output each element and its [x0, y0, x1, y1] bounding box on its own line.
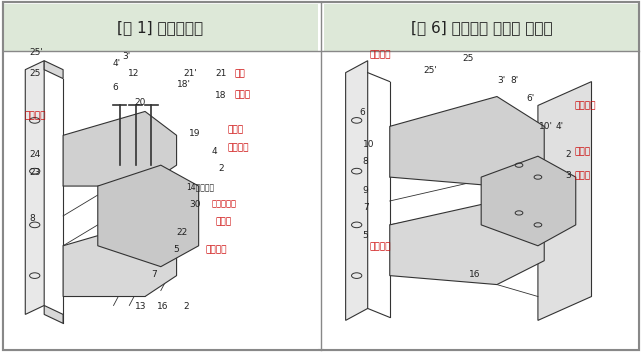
Text: 2: 2 — [565, 150, 571, 159]
Text: 지지봉: 지지봉 — [234, 90, 250, 100]
Text: 6: 6 — [360, 108, 365, 117]
Text: 18: 18 — [215, 90, 227, 100]
Polygon shape — [98, 165, 198, 267]
Text: 20: 20 — [135, 98, 146, 107]
Text: [도 1] 전면사시도: [도 1] 전면사시도 — [117, 20, 204, 35]
Text: 접속판: 접속판 — [575, 147, 591, 156]
Text: 3: 3 — [565, 171, 571, 181]
Text: 8: 8 — [363, 157, 369, 166]
Polygon shape — [44, 61, 63, 78]
Text: 7: 7 — [151, 270, 157, 279]
Polygon shape — [390, 96, 544, 186]
Text: 6: 6 — [112, 83, 118, 93]
Text: 16: 16 — [469, 270, 480, 279]
Text: 21: 21 — [215, 69, 227, 78]
Text: 지지대: 지지대 — [575, 171, 591, 181]
Text: 7: 7 — [363, 203, 369, 212]
Text: 13: 13 — [135, 302, 146, 311]
Text: 볼트: 볼트 — [234, 69, 245, 78]
Polygon shape — [25, 61, 44, 314]
Text: 10: 10 — [363, 140, 374, 149]
Text: 지지대: 지지대 — [215, 217, 231, 226]
Text: 3': 3' — [122, 52, 130, 61]
Text: [도 6] 개폐판이 설치된 사시도: [도 6] 개폐판이 설치된 사시도 — [411, 20, 552, 35]
Text: 4: 4 — [212, 147, 218, 156]
Text: 8: 8 — [29, 214, 35, 223]
Text: 4': 4' — [555, 122, 564, 131]
Text: 5: 5 — [363, 231, 369, 240]
Text: 25: 25 — [462, 54, 474, 63]
Text: 콘크리트층: 콘크리트층 — [212, 200, 237, 209]
Text: 접속판: 접속판 — [228, 126, 244, 135]
Text: 19: 19 — [189, 129, 201, 138]
Text: 2: 2 — [218, 164, 224, 174]
Text: 14형직볼트: 14형직볼트 — [186, 182, 214, 191]
FancyBboxPatch shape — [3, 4, 318, 51]
Text: 18': 18' — [177, 80, 191, 89]
Text: 25': 25' — [424, 66, 438, 75]
FancyBboxPatch shape — [324, 4, 639, 51]
Text: 8': 8' — [510, 76, 519, 86]
Text: 22: 22 — [177, 228, 188, 237]
Text: 12: 12 — [128, 69, 140, 78]
Polygon shape — [390, 201, 544, 284]
Text: 30: 30 — [189, 200, 201, 209]
Polygon shape — [63, 112, 177, 186]
FancyBboxPatch shape — [3, 52, 318, 350]
Text: 25': 25' — [29, 48, 43, 57]
Text: 6': 6' — [526, 94, 535, 103]
FancyBboxPatch shape — [324, 52, 639, 350]
FancyBboxPatch shape — [3, 2, 639, 350]
Text: 전면지주: 전면지주 — [369, 50, 390, 59]
Text: 4': 4' — [112, 59, 121, 68]
Text: 9: 9 — [363, 186, 369, 195]
Text: 전면지주: 전면지주 — [24, 112, 46, 121]
Polygon shape — [538, 82, 591, 320]
Text: 상개배판: 상개배판 — [575, 101, 596, 110]
Text: 10': 10' — [539, 122, 553, 131]
Text: 21': 21' — [183, 69, 197, 78]
Text: 3': 3' — [498, 76, 506, 86]
Text: 23: 23 — [29, 168, 40, 177]
Text: 2: 2 — [183, 302, 189, 311]
Polygon shape — [482, 156, 576, 246]
Polygon shape — [44, 306, 63, 323]
Text: 하개배판: 하개배판 — [369, 242, 390, 251]
Text: 25: 25 — [29, 69, 40, 78]
Polygon shape — [63, 222, 177, 296]
Text: 5: 5 — [173, 245, 179, 254]
Text: 상개배판: 상개배판 — [228, 143, 249, 152]
Polygon shape — [345, 61, 368, 320]
Text: 16: 16 — [157, 302, 169, 311]
Text: 24: 24 — [29, 150, 40, 159]
Text: 하개배판: 하개배판 — [205, 245, 227, 254]
